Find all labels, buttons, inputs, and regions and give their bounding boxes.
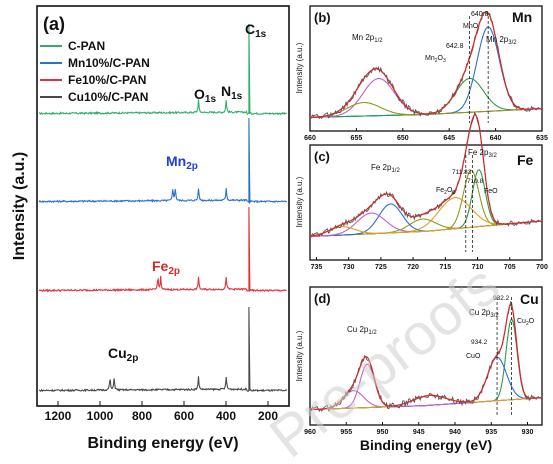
x-tick-label-705: 705 (504, 264, 516, 271)
panel-d-label: (d) (314, 291, 331, 306)
legend-entry-mn-pan: Mn10%/C-PAN (68, 56, 150, 70)
peak-label-cu2o: Cu2O (517, 318, 535, 327)
x-tick-label-655: 655 (351, 135, 363, 142)
series-line-mn10-c-pan (38, 117, 288, 205)
peak-value-640-8: 640.8 (471, 11, 489, 18)
x-tick-label-1200: 1200 (45, 409, 72, 423)
panel-b: 660 655 650 645 640 635 (b) Mn Mn 2p1/2 Mn 2p… (295, 5, 548, 142)
x-tick-label-940: 940 (449, 429, 461, 436)
panel-a-x-axis-label: Binding energy (eV) (87, 435, 238, 452)
series-line-fe10-c-pan (38, 206, 287, 293)
panel-a-y-axis-label: Intensity (a.u.) (11, 152, 28, 260)
component-peak-1 (309, 77, 543, 118)
panel-b-curves (309, 11, 543, 123)
x-tick-label-960: 960 (304, 429, 316, 436)
component-peak-2 (309, 77, 543, 118)
peak-label-fe-2p32: Fe 2p3/2 (468, 148, 497, 159)
x-tick-label-730: 730 (343, 264, 355, 271)
fit-envelope-line (309, 11, 543, 118)
panel-d-curves (309, 297, 543, 417)
peak-label-cu-2p12: Cu 2p1/2 (347, 325, 377, 336)
panel-d-frame (309, 286, 543, 426)
peak-label-mn-2p12: Mn 2p1/2 (352, 33, 383, 44)
x-tick-label-720: 720 (407, 264, 419, 271)
raw-data-line (309, 11, 543, 120)
panel-c-y-axis-label: Intensity (a.u.) (295, 176, 304, 227)
panel-b-x-ticks: 660 655 650 645 640 635 (304, 128, 548, 142)
panel-a-label: (a) (43, 14, 65, 34)
x-tick-label-645: 645 (443, 135, 455, 142)
x-tick-label-930: 930 (522, 429, 534, 436)
peak-label-fe-2p12: Fe 2p1/2 (371, 163, 400, 174)
x-tick-label-700: 700 (536, 264, 548, 271)
annotation-mn2p: Mn2p (166, 153, 198, 172)
x-tick-label-650: 650 (397, 135, 409, 142)
annotation-o1s: O1s (194, 86, 216, 105)
panel-a-legend: C-PAN Mn10%/C-PAN Fe10%/C-PAN Cu10%/C-PA… (40, 39, 150, 104)
x-tick-label-710: 710 (472, 264, 484, 271)
panel-b-element: Mn (512, 9, 532, 25)
panel-d-x-ticks: 960 955 950 945 940 935 930 (304, 422, 533, 436)
series-line-cu10-c-pan (39, 306, 288, 393)
panel-d: 960 955 950 945 940 935 930 (d) Cu Cu 2p1/2 Cu… (295, 286, 543, 453)
panel-d-x-axis-label: Binding energy (eV) (360, 437, 492, 453)
peak-value-934-2: 934.2 (471, 339, 488, 346)
fit-envelope-line (309, 114, 543, 237)
panel-c: 735 730 725 720 715 710 705 700 (c) Fe Fe 2p1/2… (295, 111, 548, 271)
series-line-c-pan (39, 23, 287, 116)
component-peak-3 (309, 218, 543, 238)
panel-d-element: Cu (520, 291, 539, 307)
panel-a-frame (36, 5, 290, 407)
legend-entry-cu-pan: Cu10%/C-PAN (68, 90, 148, 104)
panel-a: 1200 1000 800 600 400 200 (a) C-PAN Mn10%/C-P… (11, 5, 290, 452)
x-tick-label-950: 950 (377, 429, 389, 436)
peak-value-932-2: 932.2 (493, 295, 510, 302)
x-tick-label-955: 955 (340, 429, 352, 436)
x-tick-label-715: 715 (439, 264, 451, 271)
fit-envelope-line (310, 303, 543, 411)
x-tick-label-800: 800 (132, 409, 152, 423)
legend-entry-c-pan: C-PAN (68, 39, 105, 53)
panel-b-y-axis-label: Intensity (a.u.) (295, 42, 304, 93)
x-tick-label-725: 725 (375, 264, 387, 271)
x-tick-label-1000: 1000 (87, 409, 114, 423)
peak-value-711-83: 711.83 (452, 169, 472, 176)
annotation-c1s: C1s (245, 21, 267, 40)
peak-label-feo: FeO (484, 188, 498, 195)
x-tick-label-200: 200 (258, 409, 278, 423)
peak-label-mno: MnO (463, 23, 479, 30)
panel-c-curves (309, 111, 543, 252)
panel-c-element: Fe (517, 152, 534, 168)
annotation-fe2p: Fe2p (152, 258, 180, 277)
peak-label-cuo: CuO (466, 353, 481, 360)
x-tick-label-660: 660 (304, 135, 316, 142)
annotation-cu2p: Cu2p (108, 345, 138, 364)
legend-entry-fe-pan: Fe10%/C-PAN (68, 73, 146, 87)
annotation-n1s: N1s (221, 83, 243, 102)
peak-label-fe2o3: Fe2O3 (436, 187, 455, 196)
x-tick-label-640: 640 (490, 135, 502, 142)
x-tick-label-635: 635 (536, 135, 548, 142)
peak-label-mn-2p32: Mn 2p3/2 (486, 35, 517, 46)
x-tick-label-935: 935 (485, 429, 497, 436)
peak-value-710-8: 710.8 (467, 178, 484, 185)
panel-c-frame (309, 144, 543, 261)
panel-a-series (38, 23, 288, 393)
panel-c-x-ticks: 735 730 725 720 715 710 705 700 (311, 257, 548, 271)
peak-value-642-8: 642.8 (446, 43, 464, 50)
x-tick-label-600: 600 (174, 409, 194, 423)
peak-label-mn2o3: Mn2O3 (425, 55, 446, 64)
x-tick-label-400: 400 (216, 409, 236, 423)
panel-c-label: (c) (314, 149, 330, 164)
panel-b-label: (b) (314, 10, 331, 25)
peak-label-cu-2p32: Cu 2p3/2 (469, 308, 499, 319)
panel-b-frame (309, 5, 543, 132)
panel-a-x-ticks: 1200 1000 800 600 400 200 (45, 401, 278, 423)
x-tick-label-735: 735 (311, 264, 323, 271)
x-tick-label-945: 945 (413, 429, 425, 436)
panel-d-y-axis-label: Intensity (a.u.) (295, 330, 304, 381)
